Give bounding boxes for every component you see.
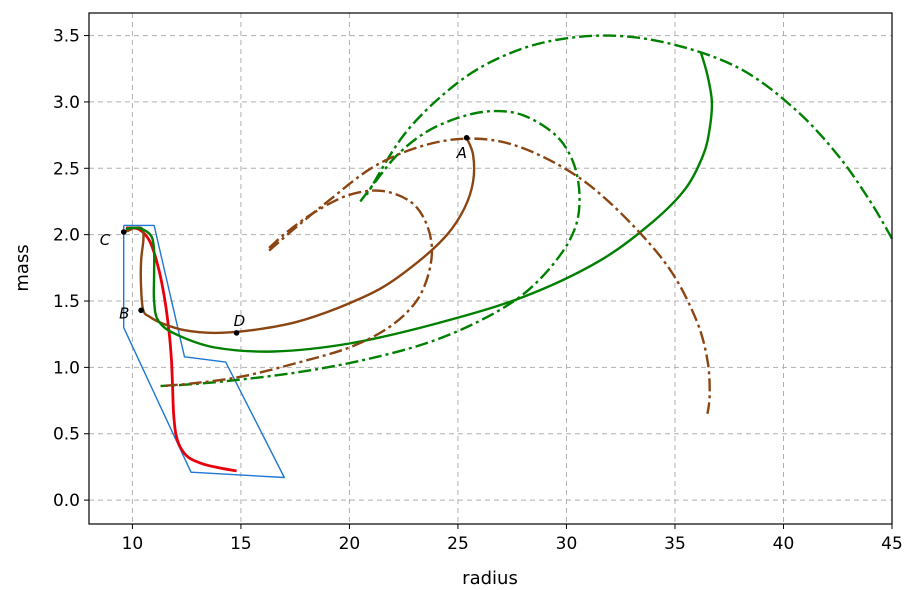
x-tick-label: 45 <box>881 534 903 554</box>
plot-frame <box>88 12 893 525</box>
point-marker-C <box>120 229 127 235</box>
y-tick-label: 2.0 <box>53 226 80 246</box>
series-line-0 <box>123 224 285 479</box>
series-line-3 <box>125 52 714 353</box>
point-marker-D <box>233 330 240 336</box>
series-line-2 <box>123 137 476 335</box>
point-label-D: D <box>234 312 246 330</box>
x-axis-title: radius <box>462 568 518 589</box>
x-tick-label: 35 <box>664 534 686 554</box>
point-marker-A <box>463 134 470 141</box>
x-tick-label: 10 <box>122 534 144 554</box>
y-tick-label: 2.5 <box>53 159 80 179</box>
y-tick-label: 1.5 <box>53 292 80 312</box>
x-tick-label: 30 <box>556 534 578 554</box>
y-tick-label: 3.5 <box>53 27 80 47</box>
series-group <box>123 34 894 479</box>
series-line-4 <box>365 34 894 240</box>
x-tick-label: 40 <box>773 534 795 554</box>
axis-ticks: 10 15 20 25 30 35 40 45 0.0 0.5 1.0 1.5 2.0 2.5 3.0 3.5 <box>53 27 903 554</box>
y-tick-label: 1.0 <box>53 358 80 378</box>
point-label-B: B <box>119 304 129 322</box>
series-line-5 <box>160 109 581 388</box>
series-line-1 <box>125 226 237 473</box>
y-axis-title: mass <box>12 244 33 291</box>
x-tick-label: 15 <box>230 534 252 554</box>
point-marker-B <box>138 307 144 314</box>
point-label-A: A <box>456 144 467 162</box>
x-tick-label: 25 <box>447 534 469 554</box>
x-tick-label: 20 <box>339 534 361 554</box>
series-line-6 <box>268 137 711 414</box>
grid <box>89 13 893 524</box>
y-tick-label: 0.0 <box>53 491 80 511</box>
point-markers: A B C D <box>100 134 470 336</box>
y-tick-label: 0.5 <box>53 425 80 445</box>
point-label-C: C <box>100 231 111 249</box>
y-tick-label: 3.0 <box>53 93 80 113</box>
series-line-7 <box>160 189 434 388</box>
